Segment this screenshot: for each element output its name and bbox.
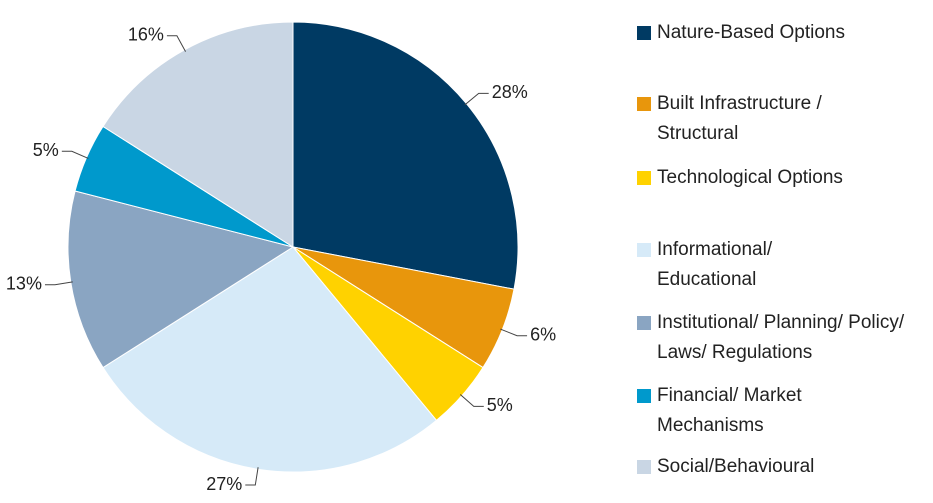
- data-label: 6%: [530, 324, 556, 344]
- leader-line: [44, 281, 73, 286]
- legend-item: Nature-Based Options: [637, 18, 933, 48]
- legend-item: Technological Options: [637, 163, 933, 193]
- legend-item: Financial/ Market Mechanisms: [637, 381, 857, 441]
- leader-line: [61, 150, 89, 159]
- legend-item: Built Infrastructure / Structural: [637, 89, 887, 149]
- legend-label: Built Infrastructure / Structural: [657, 93, 822, 144]
- legend-swatch: [637, 171, 651, 185]
- legend-swatch: [637, 26, 651, 40]
- data-label: 27%: [206, 474, 242, 494]
- leader-line: [245, 467, 259, 486]
- data-label: 5%: [33, 140, 59, 160]
- legend-swatch: [637, 316, 651, 330]
- leader-line: [464, 92, 489, 106]
- legend-swatch: [637, 97, 651, 111]
- legend-label: Nature-Based Options: [657, 22, 845, 43]
- legend-label: Financial/ Market Mechanisms: [657, 385, 802, 436]
- legend-label: Institutional/ Planning/ Policy/ Laws/ R…: [657, 312, 905, 363]
- pie-slice: [292, 21, 519, 290]
- pie-area: 28% 6% 5% 27% 13% 5% 16%: [6, 21, 556, 494]
- legend-label: Technological Options: [657, 167, 843, 188]
- data-label: 13%: [6, 273, 42, 293]
- legend-label: Social/Behavioural: [657, 456, 815, 477]
- legend-item: Social/Behavioural: [637, 452, 933, 482]
- legend-item: Informational/ Educational: [637, 235, 817, 295]
- legend-label: Informational/ Educational: [657, 239, 773, 290]
- leader-line: [500, 328, 528, 337]
- legend-swatch: [637, 243, 651, 257]
- legend-item: Institutional/ Planning/ Policy/ Laws/ R…: [637, 308, 933, 368]
- leader-line: [166, 35, 187, 52]
- leader-line: [459, 394, 484, 407]
- legend-swatch: [637, 389, 651, 403]
- legend-swatch: [637, 460, 651, 474]
- data-label: 28%: [492, 82, 528, 102]
- data-label: 16%: [128, 25, 164, 45]
- data-label: 5%: [487, 395, 513, 415]
